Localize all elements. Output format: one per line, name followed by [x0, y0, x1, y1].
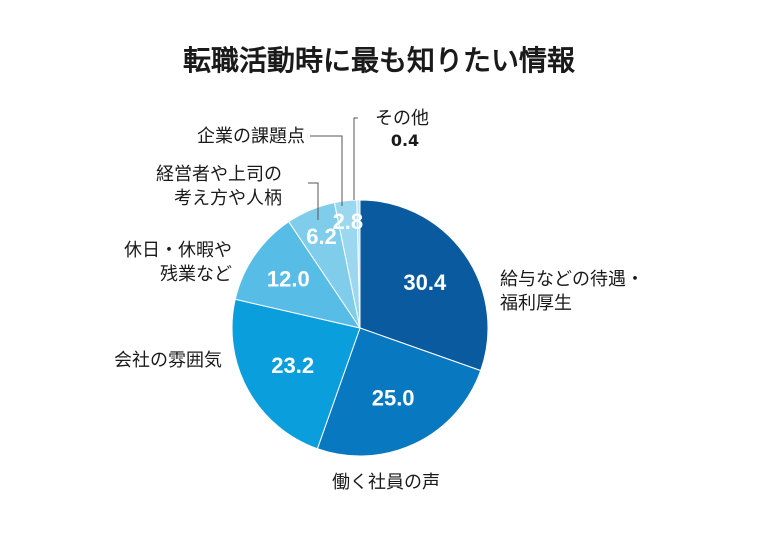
slice-value-label: 25.0: [372, 385, 415, 410]
slice-values: 30.4 25.0 23.2 12.0 6.22.8: [267, 209, 447, 410]
leader-line: [353, 117, 358, 200]
pie-slice: [231, 298, 361, 450]
category-label: 会社の雰囲気: [114, 350, 222, 371]
category-label: 休日・休暇や残業など: [124, 240, 232, 285]
pie-slices: [231, 199, 489, 457]
slice-value-label: 6.2: [306, 224, 337, 249]
leader-line: [308, 182, 319, 220]
leader-line: [310, 135, 343, 206]
category-label: 経営者や上司の考え方や人柄: [156, 164, 282, 209]
slice-value-label: 0.4: [391, 131, 419, 150]
category-label: その他: [375, 108, 429, 129]
category-label: 企業の課題点: [197, 126, 305, 147]
category-label: 働く社員の声: [332, 472, 440, 493]
chart-title: 転職活動時に最も知りたい情報: [183, 44, 576, 77]
pie-slice: [234, 220, 362, 329]
pie-slice: [316, 327, 482, 457]
slice-value-label: 30.4: [403, 270, 447, 295]
leader-lines: [308, 117, 358, 220]
slice-value-label: 12.0: [267, 267, 310, 292]
category-label: 給与などの待遇・福利厚生: [500, 269, 644, 314]
pie-slice: [359, 199, 489, 372]
pie-slice: [356, 199, 361, 329]
slice-value-label: 2.8: [333, 209, 364, 234]
slice-value-label: 23.2: [271, 353, 314, 378]
